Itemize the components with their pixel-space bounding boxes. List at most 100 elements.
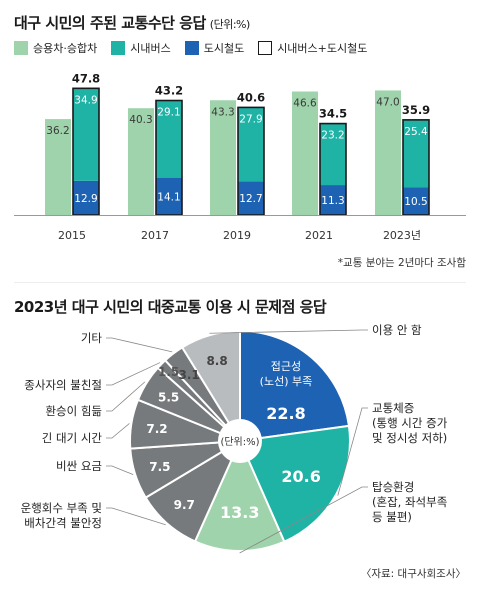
bar-label-rail: 10.5 [404, 196, 427, 208]
legend-item-rail: 도시철도 [184, 40, 245, 56]
legend-swatch-bus-rail [258, 41, 273, 55]
bar-label-total: 43.2 [155, 84, 183, 98]
legend-swatch-rail [184, 41, 199, 55]
pie-leader-line [209, 329, 368, 334]
bar-label-total: 47.8 [72, 71, 100, 85]
bar-rail [403, 187, 429, 215]
bar-bus [156, 100, 182, 178]
bar-label-bus: 25.4 [404, 126, 428, 138]
pie-leader-line [239, 486, 368, 554]
bar-chart-note: *교통 분야는 2년마다 조사함 [337, 257, 466, 269]
x-tick-label: 2021 [305, 229, 333, 242]
pie-value-label: 5.5 [158, 391, 179, 405]
bar-car [128, 108, 154, 215]
pie-value-label: 1.5 [158, 365, 179, 379]
legend-item-bus: 시내버스 [111, 40, 171, 56]
bar-bus [238, 107, 264, 182]
x-tick-label: 2023년 [383, 229, 421, 242]
pie-category-label: (통행 시간 증가 [372, 416, 448, 430]
pie-center-hole [218, 419, 262, 463]
pie-value-label: 9.7 [174, 498, 195, 512]
pie-leader-line [106, 465, 134, 475]
pie-chart: (단위:%) 22.8 20.6 13.3 9.7 7.5 7.2 5.5 1.5 3.1 8.8 접… [21, 323, 448, 554]
bar-bus [403, 119, 429, 188]
pie-category-label: 환승이 힘듦 [45, 404, 102, 418]
pie-leader-line [106, 507, 166, 526]
pie-category-label: 이용 안 함 [372, 323, 422, 337]
legend-label-bus: 시내버스 [130, 42, 171, 55]
pie-leader-line [106, 423, 130, 439]
pie-category-label: 등 불편) [372, 510, 412, 524]
bar-label-bus: 34.9 [74, 94, 97, 106]
bar-chart: 36.2 12.9 34.9 47.8 2015 40.3 14.1 29.1 43.2 2017… [14, 71, 466, 242]
bar-label-car: 40.3 [129, 114, 152, 126]
bar-label-total: 34.5 [319, 107, 347, 121]
pie-category-label: (혼잡, 좌석부족 [372, 495, 447, 509]
pie-value-label: 13.3 [220, 503, 259, 522]
pie-category-label: 탑승환경 [372, 480, 414, 494]
pie-leader-line [106, 362, 161, 386]
pie-category-label: 긴 대기 시간 [42, 431, 103, 445]
bar-rail [73, 180, 99, 215]
pie-leader-line [337, 407, 368, 496]
bar-label-rail: 12.9 [74, 193, 97, 205]
bar-bus [320, 123, 346, 186]
pie-category-label: 기타 [81, 331, 103, 345]
x-tick-label: 2019 [223, 229, 251, 242]
x-tick-label: 2017 [141, 229, 169, 242]
bar-chart-legend: 승용차·승합차 시내버스 도시철도 시내버스+도시철도 [14, 40, 381, 56]
legend-swatch-car [14, 41, 28, 55]
bar-label-bus: 29.1 [157, 107, 180, 119]
pie-chart-source: 〈자료: 대구사회조사〉 [360, 568, 466, 580]
bar-label-car: 36.2 [46, 125, 69, 137]
pie-value-label: 22.8 [266, 404, 305, 423]
pie-value-label: 3.1 [179, 368, 200, 382]
pie-category-label: (노선) 부족 [260, 375, 313, 388]
bar-label-car: 47.0 [376, 96, 399, 108]
bar-label-total: 40.6 [237, 90, 265, 104]
bar-label-bus: 27.9 [239, 113, 262, 125]
pie-category-label: 운행회수 부족 및 [21, 501, 102, 515]
legend-item-bus-rail: 시내버스+도시철도 [258, 40, 367, 56]
bar-rail [320, 185, 346, 215]
pie-category-label: 배차간격 불안정 [24, 516, 102, 530]
bar-chart-unit: (단위:%) [209, 18, 250, 31]
legend-item-car: 승용차·승합차 [14, 40, 97, 56]
bar-rail [156, 177, 182, 215]
legend-label-rail: 도시철도 [203, 42, 245, 55]
pie-slice [238, 424, 351, 543]
pie-chart-title: 2023년 대구 시민의 대중교통 이용 시 문제점 응답 [14, 298, 327, 316]
pie-value-label: 7.5 [149, 460, 170, 474]
bar-car [210, 100, 236, 215]
pie-slice [193, 438, 286, 552]
section-divider [14, 282, 466, 283]
bar-label-rail: 14.1 [157, 191, 180, 203]
bar-car [45, 119, 71, 215]
bar-rail [238, 181, 264, 215]
legend-swatch-bus [111, 41, 126, 55]
legend-label-bus-rail: 시내버스+도시철도 [277, 42, 368, 55]
bar-label-rail: 11.3 [321, 195, 344, 207]
bar-label-rail: 12.7 [239, 193, 262, 205]
bar-chart-title: 대구 시민의 주된 교통수단 응답 (단위:%) [14, 14, 250, 32]
bar-bus [73, 88, 99, 181]
pie-value-label: 8.8 [206, 354, 227, 368]
pie-category-label: 종사자의 불친절 [24, 378, 102, 392]
pie-category-label: 비싼 요금 [56, 459, 102, 473]
pie-center-label: (단위:%) [220, 435, 259, 448]
pie-value-label: 20.6 [281, 467, 320, 486]
bar-car [375, 90, 401, 215]
pie-leader-line [106, 337, 173, 353]
legend-label-car: 승용차·승합차 [33, 42, 98, 55]
pie-category-label: 교통체증 [372, 401, 414, 415]
bar-label-car: 43.3 [211, 106, 234, 118]
bar-label-bus: 23.2 [321, 130, 344, 142]
pie-slice [180, 329, 241, 445]
pie-value-label: 7.2 [146, 422, 167, 436]
bar-label-total: 35.9 [402, 103, 430, 117]
x-tick-label: 2015 [58, 229, 86, 242]
pie-leader-line [106, 381, 146, 412]
pie-category-label: 및 정시성 저하) [372, 431, 447, 445]
pie-category-label: 접근성 [271, 360, 301, 373]
bar-car [292, 91, 318, 215]
